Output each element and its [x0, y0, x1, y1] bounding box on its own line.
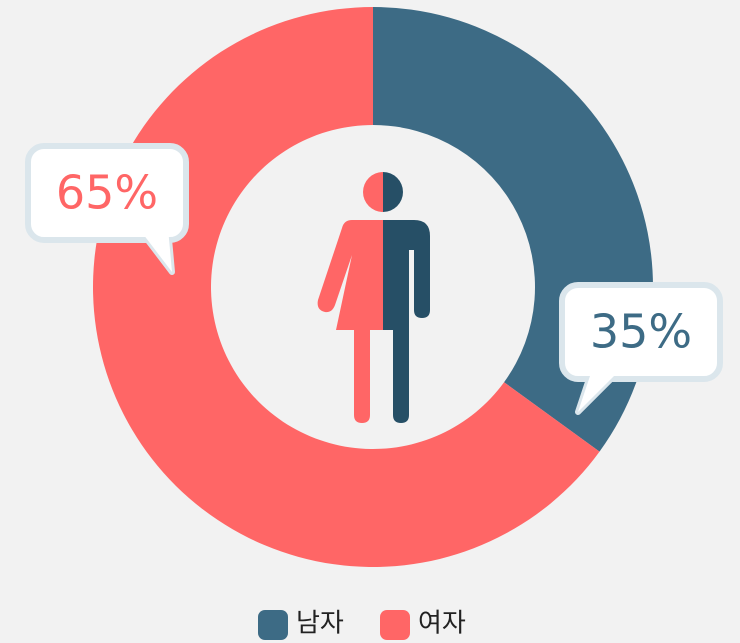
data-label: 65% — [56, 166, 158, 220]
data-label: 35% — [590, 305, 692, 359]
slice — [92, 7, 600, 567]
legend-swatch — [380, 610, 410, 640]
legend: 남자 여자 — [258, 609, 466, 640]
person-icon — [317, 172, 430, 423]
bubble — [25, 143, 189, 243]
legend-label: 남자 — [296, 609, 344, 639]
legend-label: 여자 — [418, 609, 466, 639]
bubble — [559, 282, 723, 382]
bubble-tail-fill — [140, 228, 172, 272]
bubbles: 35% 65% — [25, 143, 723, 415]
bubble-tail-fill — [578, 370, 618, 412]
legend-swatch — [258, 610, 288, 640]
